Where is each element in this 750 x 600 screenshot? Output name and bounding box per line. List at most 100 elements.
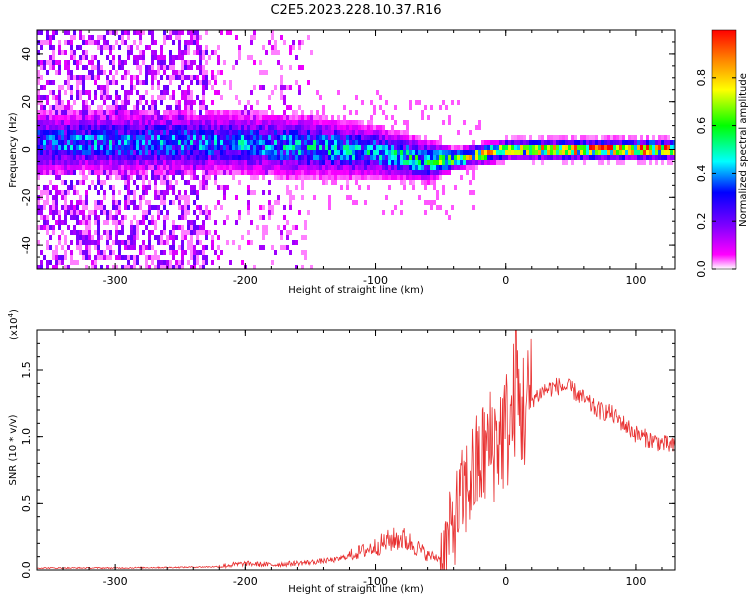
heatmap-cell — [88, 160, 91, 165]
heatmap-cell — [163, 55, 166, 60]
heatmap-cell — [169, 135, 172, 140]
heatmap-cell — [148, 135, 151, 140]
heatmap-cell — [175, 100, 178, 105]
heatmap-cell — [562, 155, 565, 160]
heatmap-cell — [601, 140, 604, 145]
heatmap-cell — [97, 220, 100, 225]
heatmap-cell — [172, 65, 175, 70]
heatmap-cell — [457, 155, 460, 160]
heatmap-cell — [133, 155, 136, 160]
heatmap-cell — [121, 130, 124, 135]
heatmap-cell — [262, 175, 265, 180]
heatmap-cell — [193, 165, 196, 170]
heatmap-cell — [103, 255, 106, 260]
heatmap-cell — [160, 170, 163, 175]
heatmap-cell — [547, 150, 550, 155]
heatmap-cell — [670, 140, 673, 145]
heatmap-cell — [334, 125, 337, 130]
heatmap-cell — [88, 255, 91, 260]
heatmap-cell — [106, 235, 109, 240]
heatmap-cell — [157, 150, 160, 155]
heatmap-cell — [70, 120, 73, 125]
heatmap-cell — [412, 165, 415, 170]
heatmap-cell — [154, 205, 157, 210]
heatmap-cell — [268, 115, 271, 120]
heatmap-cell — [337, 115, 340, 120]
heatmap-cell — [97, 160, 100, 165]
heatmap-cell — [292, 175, 295, 180]
heatmap-cell — [61, 105, 64, 110]
heatmap-cell — [226, 130, 229, 135]
heatmap-cell — [610, 155, 613, 160]
heatmap-cell — [448, 170, 451, 175]
heatmap-cell — [181, 145, 184, 150]
heatmap-cell — [355, 130, 358, 135]
heatmap-cell — [259, 245, 262, 250]
heatmap-cell — [79, 180, 82, 185]
heatmap-cell — [70, 135, 73, 140]
heatmap-cell — [442, 160, 445, 165]
heatmap-cell — [43, 165, 46, 170]
heatmap-cell — [97, 205, 100, 210]
heatmap-cell — [247, 170, 250, 175]
heatmap-cell — [151, 105, 154, 110]
heatmap-cell — [127, 160, 130, 165]
heatmap-cell — [280, 175, 283, 180]
heatmap-cell — [391, 175, 394, 180]
heatmap-cell — [565, 140, 568, 145]
heatmap-cell — [325, 130, 328, 135]
heatmap-cell — [43, 225, 46, 230]
heatmap-cell — [238, 145, 241, 150]
heatmap-cell — [97, 110, 100, 115]
heatmap-cell — [166, 215, 169, 220]
heatmap-cell — [181, 50, 184, 55]
heatmap-cell — [580, 145, 583, 150]
heatmap-cell — [202, 85, 205, 90]
heatmap-cell — [103, 140, 106, 145]
heatmap-cell — [64, 195, 67, 200]
heatmap-cell — [109, 50, 112, 55]
heatmap-cell — [148, 150, 151, 155]
heatmap-cell — [376, 130, 379, 135]
heatmap-cell — [478, 145, 481, 150]
heatmap-cell — [208, 130, 211, 135]
heatmap-cell — [655, 145, 658, 150]
heatmap-cell — [253, 150, 256, 155]
heatmap-cell — [202, 105, 205, 110]
heatmap-cell — [325, 165, 328, 170]
heatmap-cell — [382, 210, 385, 215]
heatmap-cell — [235, 155, 238, 160]
heatmap-cell — [133, 145, 136, 150]
heatmap-cell — [190, 125, 193, 130]
heatmap-cell — [85, 40, 88, 45]
heatmap-cell — [193, 110, 196, 115]
heatmap-cell — [88, 185, 91, 190]
heatmap-cell — [103, 155, 106, 160]
heatmap-cell — [154, 155, 157, 160]
heatmap-cell — [223, 150, 226, 155]
heatmap-cell — [85, 135, 88, 140]
heatmap-cell — [103, 180, 106, 185]
heatmap-cell — [274, 135, 277, 140]
heatmap-cell — [235, 35, 238, 40]
heatmap-cell — [439, 205, 442, 210]
heatmap-cell — [190, 80, 193, 85]
heatmap-cell — [289, 140, 292, 145]
heatmap-cell — [79, 210, 82, 215]
heatmap-cell — [157, 205, 160, 210]
heatmap-cell — [355, 155, 358, 160]
heatmap-cell — [259, 215, 262, 220]
heatmap-cell — [151, 160, 154, 165]
heatmap-cell — [259, 110, 262, 115]
heatmap-cell — [151, 220, 154, 225]
heatmap-cell — [502, 155, 505, 160]
heatmap-cell — [172, 185, 175, 190]
heatmap-cell — [352, 200, 355, 205]
heatmap-cell — [223, 125, 226, 130]
heatmap-cell — [190, 145, 193, 150]
heatmap-cell — [304, 225, 307, 230]
heatmap-cell — [130, 130, 133, 135]
heatmap-cell — [316, 110, 319, 115]
heatmap-cell — [367, 170, 370, 175]
heatmap-cell — [100, 65, 103, 70]
